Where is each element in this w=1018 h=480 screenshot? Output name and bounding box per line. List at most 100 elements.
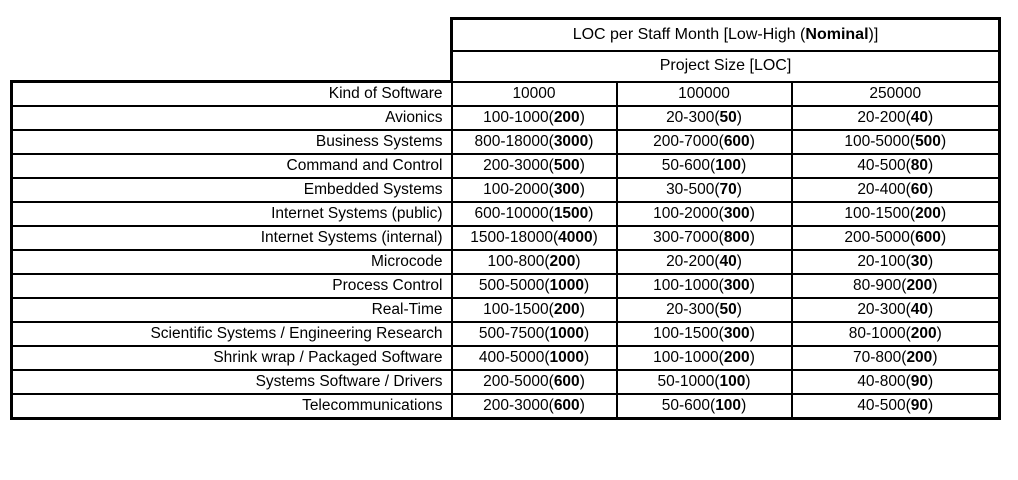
loc-range-cell: 100-1000(300) (615, 273, 793, 299)
loc-range-cell: 20-400(60) (790, 177, 1001, 203)
table-row: Business Systems 800-18000(3000) 200-7000(… (10, 129, 1001, 155)
loc-range-cell: 200-3000(500) (450, 153, 618, 179)
loc-nominal-value: 3000 (553, 133, 589, 150)
loc-nominal-value: 100 (715, 397, 742, 414)
loc-range-cell: 100-1500(200) (450, 297, 618, 323)
loc-nominal-value: 300 (723, 205, 750, 222)
loc-range-value: 200-7000( (653, 133, 724, 150)
loc-nominal-value: 200 (906, 277, 933, 294)
loc-range-cell: 20-300(50) (615, 105, 793, 131)
loc-range-close-paren: ) (588, 205, 594, 222)
size-column-header-250000: 250000 (790, 80, 1001, 107)
loc-range-close-paren: ) (749, 229, 755, 246)
loc-range-close-paren: ) (936, 325, 942, 342)
loc-range-cell: 500-7500(1000) (450, 321, 618, 347)
loc-range-value: 200-3000( (483, 157, 554, 174)
loc-nominal-value: 90 (910, 397, 928, 414)
loc-range-value: 20-100( (857, 253, 911, 270)
loc-range-cell: 100-2000(300) (615, 201, 793, 227)
loc-range-cell: 100-5000(500) (790, 129, 1001, 155)
loc-range-value: 20-300( (666, 301, 720, 318)
loc-range-close-paren: ) (741, 157, 747, 174)
loc-nominal-value: 600 (553, 397, 580, 414)
loc-range-close-paren: ) (592, 229, 598, 246)
loc-range-cell: 400-5000(1000) (450, 345, 618, 371)
loc-range-close-paren: ) (928, 373, 934, 390)
loc-range-value: 50-1000( (657, 373, 720, 390)
loc-range-cell: 70-800(200) (790, 345, 1001, 371)
loc-range-value: 300-7000( (653, 229, 724, 246)
loc-range-close-paren: ) (583, 325, 590, 342)
loc-nominal-value: 200 (910, 325, 937, 342)
loc-range-cell: 100-1500(200) (790, 201, 1001, 227)
loc-range-cell: 80-1000(200) (790, 321, 1001, 347)
loc-nominal-value: 200 (906, 349, 933, 366)
table-row: Embedded Systems 100-2000(300) 30-500(70) 2… (10, 177, 1001, 203)
loc-range-close-paren: ) (928, 109, 934, 126)
loc-range-value: 20-200( (666, 253, 720, 270)
loc-range-cell: 50-600(100) (615, 153, 793, 179)
loc-range-cell: 100-800(200) (450, 249, 618, 275)
loc-range-close-paren: ) (932, 349, 938, 366)
loc-nominal-value: 200 (915, 205, 941, 222)
loc-range-cell: 40-500(80) (790, 153, 1001, 179)
loc-nominal-value: 60 (910, 181, 928, 198)
loc-range-value: 100-1500( (844, 205, 916, 222)
loc-nominal-value: 50 (719, 109, 737, 126)
kind-of-software-cell: Business Systems (10, 129, 453, 155)
column-header-row: Kind of Software 10000 100000 250000 (10, 80, 1001, 107)
loc-range-cell: 20-200(40) (615, 249, 793, 275)
loc-nominal-value: 1000 (549, 277, 584, 294)
loc-range-cell: 200-5000(600) (790, 225, 1001, 251)
table-row: Internet Systems (internal) 1500-18000(40… (10, 225, 1001, 251)
size-column-header-10000: 10000 (450, 80, 618, 107)
loc-nominal-value: 300 (723, 325, 750, 342)
loc-range-value: 100-2000( (653, 205, 724, 222)
loc-range-value: 500-5000( (478, 277, 550, 294)
table-body: Avionics 100-1000(200) 20-300(50) 20-200(40… (10, 105, 1001, 420)
loc-range-close-paren: ) (583, 349, 590, 366)
loc-range-cell: 100-1500(300) (615, 321, 793, 347)
loc-range-close-paren: ) (749, 349, 755, 366)
loc-nominal-value: 600 (553, 373, 580, 390)
loc-range-value: 500-7500( (478, 325, 550, 342)
table-title-prefix: LOC per Staff Month [Low-High ( (572, 25, 806, 43)
loc-range-value: 400-5000( (478, 349, 550, 366)
loc-nominal-value: 200 (553, 301, 580, 318)
table-row: Internet Systems (public) 600-10000(1500)… (10, 201, 1001, 227)
kind-of-software-cell: Internet Systems (public) (10, 201, 453, 227)
loc-range-cell: 80-900(200) (790, 273, 1001, 299)
loc-nominal-value: 1500 (553, 205, 589, 222)
loc-nominal-value: 40 (719, 253, 737, 270)
loc-nominal-value: 300 (723, 277, 750, 294)
loc-range-close-paren: ) (579, 181, 585, 198)
loc-nominal-value: 200 (723, 349, 750, 366)
project-size-header: Project Size [LOC] (450, 49, 1001, 83)
loc-nominal-value: 70 (719, 181, 737, 198)
loc-range-cell: 300-7000(800) (615, 225, 793, 251)
loc-nominal-value: 100 (719, 373, 746, 390)
loc-range-value: 100-1500( (483, 301, 554, 318)
loc-nominal-value: 30 (910, 253, 928, 270)
loc-range-value: 100-1000( (653, 349, 724, 366)
loc-range-close-paren: ) (575, 253, 581, 270)
loc-range-cell: 500-5000(1000) (450, 273, 618, 299)
size-column-header-100000: 100000 (615, 80, 793, 107)
loc-range-close-paren: ) (736, 301, 742, 318)
loc-range-value: 20-300( (857, 301, 911, 318)
loc-range-close-paren: ) (579, 109, 585, 126)
loc-range-value: 100-5000( (844, 133, 916, 150)
loc-nominal-value: 40 (910, 301, 928, 318)
loc-nominal-value: 600 (915, 229, 941, 246)
loc-range-close-paren: ) (749, 277, 755, 294)
loc-range-close-paren: ) (940, 229, 947, 246)
loc-nominal-value: 300 (553, 181, 580, 198)
project-size-header-row: Project Size [LOC] (11, 49, 1001, 83)
loc-range-close-paren: ) (749, 133, 755, 150)
loc-range-cell: 20-300(50) (615, 297, 793, 323)
loc-nominal-value: 80 (910, 157, 928, 174)
loc-range-value: 20-400( (857, 181, 911, 198)
loc-range-value: 200-5000( (483, 373, 554, 390)
loc-range-value: 70-800( (853, 349, 907, 366)
loc-range-close-paren: ) (736, 181, 742, 198)
